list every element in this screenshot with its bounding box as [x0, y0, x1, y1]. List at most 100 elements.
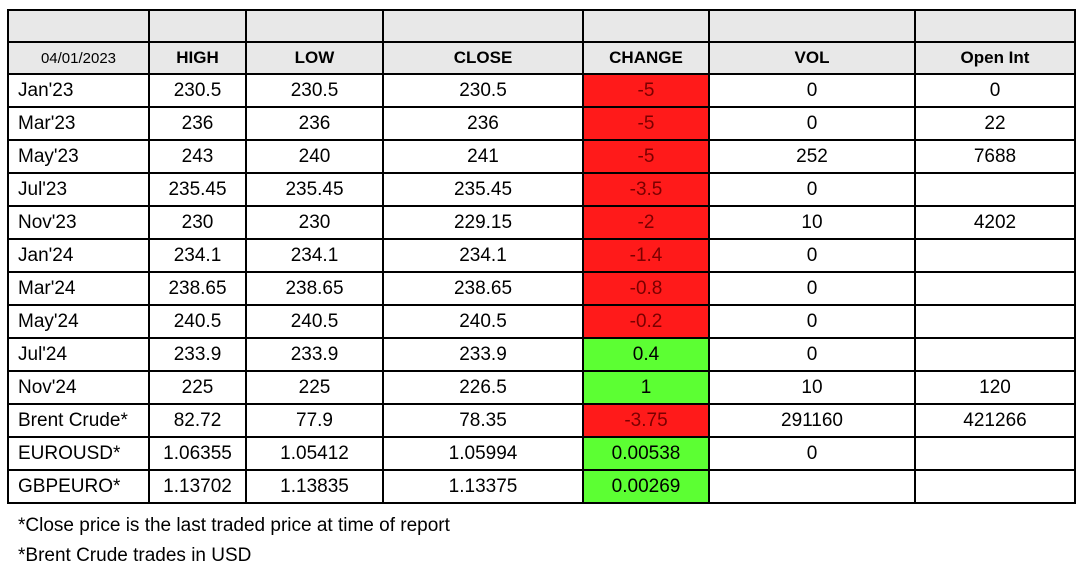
low-cell: 233.9: [245, 337, 384, 372]
close-cell: 233.9: [382, 337, 584, 372]
high-cell: 233.9: [148, 337, 247, 372]
table-row: EUROUSD* 1.06355 1.05412 1.05994 0.00538 0: [7, 436, 1076, 471]
header-change: CHANGE: [582, 41, 710, 75]
open-int-cell: [914, 172, 1076, 207]
contract-cell: EUROUSD*: [7, 436, 150, 471]
high-cell: 236: [148, 106, 247, 141]
change-cell: -3.75: [582, 403, 710, 438]
high-cell: 230.5: [148, 73, 247, 108]
low-cell: 1.05412: [245, 436, 384, 471]
vol-cell: 291160: [708, 403, 916, 438]
change-cell: 1: [582, 370, 710, 405]
vol-cell: 0: [708, 106, 916, 141]
high-cell: 82.72: [148, 403, 247, 438]
table-row: Jul'24 233.9 233.9 233.9 0.4 0: [7, 337, 1076, 372]
open-int-cell: [914, 337, 1076, 372]
contract-cell: May'24: [7, 304, 150, 339]
close-cell: 78.35: [382, 403, 584, 438]
high-cell: 225: [148, 370, 247, 405]
blank-cell: [708, 9, 916, 43]
vol-cell: 0: [708, 337, 916, 372]
high-cell: 238.65: [148, 271, 247, 306]
table-row: Mar'23 236 236 236 -5 0 22: [7, 106, 1076, 141]
high-cell: 234.1: [148, 238, 247, 273]
open-int-cell: 421266: [914, 403, 1076, 438]
open-int-cell: 7688: [914, 139, 1076, 174]
low-cell: 230: [245, 205, 384, 240]
blank-cell: [245, 9, 384, 43]
blank-header-row: [7, 9, 1076, 43]
change-cell: 0.00538: [582, 436, 710, 471]
vol-cell: 252: [708, 139, 916, 174]
low-cell: 235.45: [245, 172, 384, 207]
contract-cell: Jul'23: [7, 172, 150, 207]
close-cell: 236: [382, 106, 584, 141]
footnotes: *Close price is the last traded price at…: [18, 515, 450, 575]
low-cell: 230.5: [245, 73, 384, 108]
low-cell: 1.13835: [245, 469, 384, 504]
table-row: May'23 243 240 241 -5 252 7688: [7, 139, 1076, 174]
close-cell: 238.65: [382, 271, 584, 306]
low-cell: 234.1: [245, 238, 384, 273]
change-cell: -0.2: [582, 304, 710, 339]
table-row: May'24 240.5 240.5 240.5 -0.2 0: [7, 304, 1076, 339]
table-row: Nov'24 225 225 226.5 1 10 120: [7, 370, 1076, 405]
market-prices-table: 04/01/2023 HIGH LOW CLOSE CHANGE VOL Ope…: [7, 9, 1076, 504]
change-cell: 0.00269: [582, 469, 710, 504]
open-int-cell: [914, 238, 1076, 273]
blank-cell: [914, 9, 1076, 43]
column-header-row: 04/01/2023 HIGH LOW CLOSE CHANGE VOL Ope…: [7, 41, 1076, 75]
table-row: Mar'24 238.65 238.65 238.65 -0.8 0: [7, 271, 1076, 306]
high-cell: 235.45: [148, 172, 247, 207]
low-cell: 225: [245, 370, 384, 405]
contract-cell: GBPEURO*: [7, 469, 150, 504]
table-body: 04/01/2023 HIGH LOW CLOSE CHANGE VOL Ope…: [7, 9, 1076, 504]
change-cell: -2: [582, 205, 710, 240]
footnote-close-price: *Close price is the last traded price at…: [18, 515, 450, 536]
contract-cell: Nov'23: [7, 205, 150, 240]
open-int-cell: 120: [914, 370, 1076, 405]
close-cell: 230.5: [382, 73, 584, 108]
table-row: Jul'23 235.45 235.45 235.45 -3.5 0: [7, 172, 1076, 207]
table-row: Nov'23 230 230 229.15 -2 10 4202: [7, 205, 1076, 240]
table-row: Jan'23 230.5 230.5 230.5 -5 0 0: [7, 73, 1076, 108]
vol-cell: 10: [708, 205, 916, 240]
contract-cell: Jul'24: [7, 337, 150, 372]
low-cell: 236: [245, 106, 384, 141]
high-cell: 1.13702: [148, 469, 247, 504]
change-cell: -5: [582, 139, 710, 174]
open-int-cell: 4202: [914, 205, 1076, 240]
open-int-cell: [914, 469, 1076, 504]
close-cell: 240.5: [382, 304, 584, 339]
vol-cell: [708, 469, 916, 504]
table-row: Brent Crude* 82.72 77.9 78.35 -3.75 291160 421…: [7, 403, 1076, 438]
close-cell: 226.5: [382, 370, 584, 405]
change-cell: -3.5: [582, 172, 710, 207]
vol-cell: 0: [708, 271, 916, 306]
vol-cell: 0: [708, 436, 916, 471]
change-cell: -1.4: [582, 238, 710, 273]
close-cell: 1.05994: [382, 436, 584, 471]
blank-cell: [382, 9, 584, 43]
header-low: LOW: [245, 41, 384, 75]
low-cell: 240.5: [245, 304, 384, 339]
high-cell: 1.06355: [148, 436, 247, 471]
open-int-cell: [914, 271, 1076, 306]
contract-cell: Brent Crude*: [7, 403, 150, 438]
close-cell: 241: [382, 139, 584, 174]
vol-cell: 0: [708, 73, 916, 108]
high-cell: 230: [148, 205, 247, 240]
table-row: GBPEURO* 1.13702 1.13835 1.13375 0.00269: [7, 469, 1076, 504]
change-cell: -0.8: [582, 271, 710, 306]
close-cell: 235.45: [382, 172, 584, 207]
footnote-brent-usd: *Brent Crude trades in USD: [18, 545, 252, 566]
high-cell: 243: [148, 139, 247, 174]
contract-cell: Nov'24: [7, 370, 150, 405]
vol-cell: 10: [708, 370, 916, 405]
low-cell: 77.9: [245, 403, 384, 438]
close-cell: 1.13375: [382, 469, 584, 504]
vol-cell: 0: [708, 304, 916, 339]
open-int-cell: 0: [914, 73, 1076, 108]
close-cell: 229.15: [382, 205, 584, 240]
contract-cell: May'23: [7, 139, 150, 174]
